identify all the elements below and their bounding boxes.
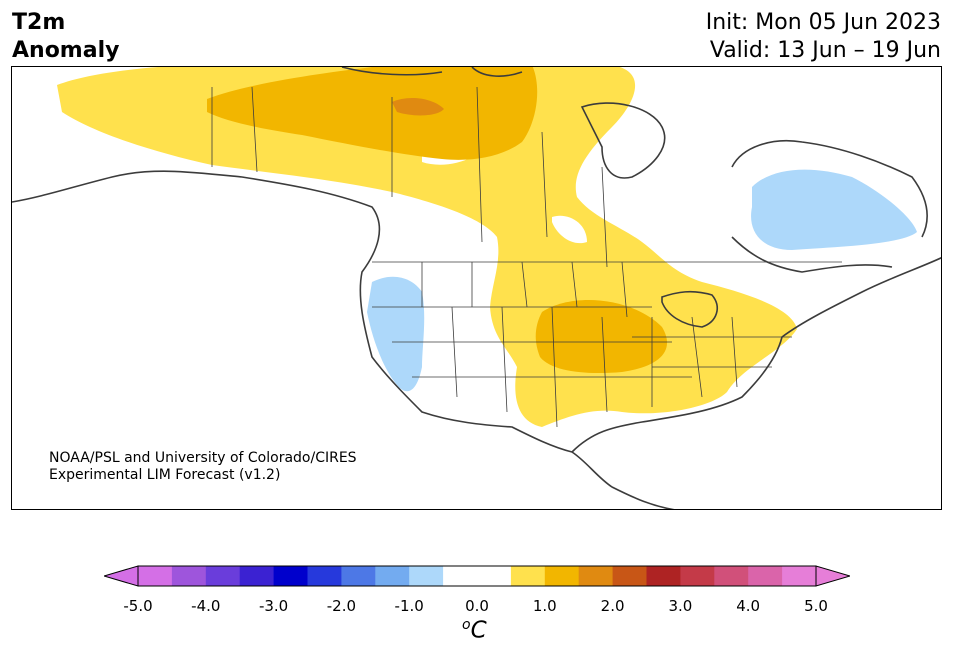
political-borders: [211, 86, 842, 428]
colorbar-over-arrow: [815, 565, 850, 587]
colorbar-segment: [782, 566, 817, 586]
colorbar-segment: [273, 566, 308, 586]
colorbar-segment: [307, 566, 342, 586]
colorbar-outline: [137, 565, 817, 587]
colorbar-segment: [646, 566, 681, 586]
colorbar-tick-label: 3.0: [668, 597, 693, 615]
colorbar-segment: [443, 566, 478, 586]
colorbar-segment: [748, 566, 783, 586]
init-date: Init: Mon 05 Jun 2023: [705, 10, 941, 35]
forecast-dates: Init: Mon 05 Jun 2023 Valid: 13 Jun – 19…: [706, 9, 941, 65]
colorbar-tick-label: -5.0: [123, 597, 153, 615]
unit-degree: o: [462, 617, 471, 633]
credit-line-1: NOAA/PSL and University of Colorado/CIRE…: [49, 450, 357, 466]
anomaly-region-warm-medium-central: [535, 300, 668, 374]
colorbar-segment: [171, 566, 207, 586]
colorbar-tick-label: -3.0: [258, 597, 289, 615]
coastlines: [12, 67, 941, 509]
colorbar-tick-label: 0.0: [465, 597, 489, 615]
colorbar-segment: [612, 566, 647, 586]
map-title: T2m Anomaly: [12, 9, 119, 65]
colorbar-segment: [578, 566, 614, 586]
colorbar: [104, 565, 850, 587]
colorbar-segment: [341, 566, 376, 586]
colorbar-tick-label: -2.0: [326, 597, 357, 615]
colorbar-under-arrow: [104, 565, 139, 587]
unit-letter: C: [470, 617, 487, 644]
colorbar-segment: [409, 566, 444, 586]
colorbar-tick-label: -1.0: [394, 597, 424, 615]
colorbar-segment: [239, 566, 275, 586]
colorbar-segment: [375, 566, 410, 586]
colorbar-segment: [680, 566, 715, 586]
colorbar-segment: [714, 566, 749, 586]
colorbar-tick-label: -4.0: [191, 597, 221, 615]
colorbar-segment: [138, 566, 173, 586]
title-variable: T2m: [12, 10, 66, 35]
anomaly-map: [11, 66, 942, 510]
colorbar-tick-label: 5.0: [804, 597, 828, 615]
anomaly-region-warm-medium-north: [207, 67, 538, 160]
colorbar-tick-label: 4.0: [736, 597, 761, 615]
valid-range: Valid: 13 Jun – 19 Jun: [709, 38, 941, 63]
colorbar-segment: [205, 566, 241, 586]
credit-line-2: Experimental LIM Forecast (v1.2): [49, 467, 281, 483]
credit-text: NOAA/PSL and University of Colorado/CIRE…: [49, 450, 357, 484]
colorbar-segment: [544, 566, 580, 586]
colorbar-tick-label: 2.0: [600, 597, 625, 615]
anomaly-region-warm-dark: [392, 97, 444, 116]
title-type: Anomaly: [12, 38, 120, 63]
white-lake-3: [552, 215, 587, 244]
colorbar-unit-label: oC: [462, 617, 487, 644]
colorbar-tick-label: 1.0: [532, 597, 557, 615]
colorbar-segment: [477, 566, 512, 586]
anomaly-region-cool-east: [751, 169, 917, 250]
colorbar-segment: [510, 566, 546, 586]
map-canvas: [12, 67, 941, 509]
anomaly-region-cool-west: [367, 276, 425, 392]
